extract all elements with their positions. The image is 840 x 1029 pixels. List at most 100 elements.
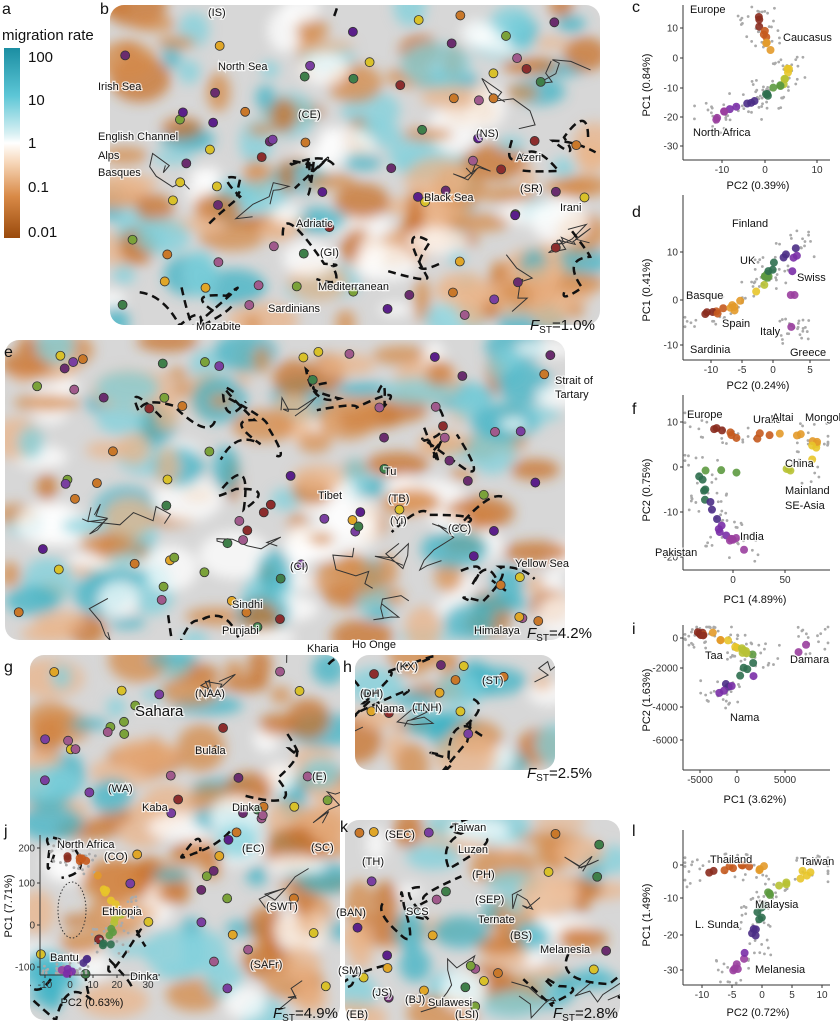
migration-blob: [214, 824, 260, 860]
sample-dot: [514, 612, 525, 622]
sample-dot: [257, 810, 268, 821]
sample-dot: [129, 558, 140, 569]
population-mean: [766, 46, 775, 55]
population-mean: [781, 250, 790, 259]
background-sample: [685, 885, 689, 889]
background-sample: [767, 25, 771, 29]
sample-dot: [84, 787, 95, 798]
migration-blob: [431, 916, 490, 949]
x-tick-label: 10: [816, 990, 828, 1001]
background-sample: [728, 858, 732, 862]
background-sample: [764, 642, 767, 646]
migration-blob: [177, 59, 201, 84]
population-mean: [737, 861, 746, 870]
legend-tick-label: 0.1: [28, 179, 49, 196]
migration-blob: [157, 35, 196, 50]
migration-blob: [135, 193, 175, 223]
background-sample: [739, 659, 743, 663]
background-sample: [823, 647, 827, 651]
map-label: Black Sea: [424, 192, 474, 204]
population-mean: [769, 83, 778, 92]
sample-dot: [241, 607, 252, 618]
map-label: Punjabi: [222, 625, 259, 637]
background-sample: [693, 117, 696, 121]
barrier-line: [241, 733, 300, 802]
fst-value: =4.2%: [549, 625, 592, 642]
background-sample: [700, 419, 704, 422]
cluster-label: Caucasus: [783, 32, 832, 44]
background-sample: [689, 321, 693, 325]
background-sample: [714, 477, 718, 481]
map-label: SCS: [406, 906, 429, 918]
sample-dot: [364, 57, 375, 68]
background-sample: [743, 873, 747, 876]
map-label: (KX): [396, 661, 418, 673]
sample-dot: [320, 981, 331, 992]
background-sample: [733, 520, 736, 524]
sample-dot: [420, 197, 430, 207]
y-axis-label: PC1 (0.41%): [641, 259, 653, 322]
background-sample: [742, 539, 745, 543]
sample-dot: [291, 281, 302, 292]
barrier-line: [219, 386, 262, 461]
coastline: [234, 182, 291, 220]
sample-dot: [510, 210, 520, 221]
y-tick-label: 200: [18, 844, 35, 855]
sample-dot: [436, 660, 446, 670]
background-sample: [754, 539, 758, 542]
background-sample: [719, 131, 722, 135]
background-sample: [771, 79, 775, 83]
background-sample: [741, 21, 744, 25]
background-sample: [95, 950, 99, 954]
background-sample: [781, 338, 784, 341]
map-label: (BS): [510, 930, 532, 942]
background-sample: [93, 927, 97, 931]
background-sample: [800, 246, 803, 250]
migration-blob: [292, 40, 355, 53]
background-sample: [86, 965, 90, 968]
map-label: (E): [312, 771, 327, 783]
migration-blob: [109, 616, 146, 629]
map-label: (CI): [290, 561, 308, 573]
background-sample: [789, 237, 793, 240]
barrier-line: [407, 875, 462, 922]
background-sample: [778, 41, 782, 45]
background-sample: [120, 921, 124, 925]
population-mean: [717, 466, 726, 475]
background-sample: [71, 849, 75, 853]
population-mean: [748, 650, 757, 659]
sample-dot: [468, 551, 479, 561]
population-mean: [759, 901, 768, 910]
sample-dot: [119, 729, 130, 739]
sample-dot: [127, 234, 138, 245]
cluster-label: Pakistan: [655, 547, 697, 559]
x-tick-label: 10: [811, 165, 823, 176]
coastline: [312, 790, 340, 824]
background-sample: [743, 658, 747, 661]
map-label: (SR): [520, 183, 543, 195]
population-mean: [791, 244, 800, 253]
map-label: Sulawesi: [428, 997, 472, 1009]
cluster-label: Taiwan: [800, 856, 834, 868]
map-label: (TB): [388, 493, 409, 505]
x-tick-label: 0: [770, 365, 776, 376]
background-sample: [134, 899, 138, 903]
sample-dot: [267, 134, 278, 145]
background-sample: [742, 904, 746, 908]
background-sample: [704, 640, 707, 644]
sample-dot: [227, 929, 238, 940]
cluster-label: SE-Asia: [785, 500, 826, 512]
background-sample: [709, 535, 713, 539]
migration-blob: [312, 655, 340, 685]
panel-letter: c: [632, 0, 640, 16]
migration-blob: [478, 186, 537, 203]
sample-dot: [168, 195, 178, 206]
migration-blob: [106, 697, 126, 718]
x-tick-label: 0: [734, 775, 740, 786]
sample-dot: [549, 17, 560, 28]
sample-dot: [265, 499, 276, 510]
sample-dot: [154, 689, 165, 700]
population-mean: [782, 880, 791, 889]
background-sample: [743, 296, 747, 300]
